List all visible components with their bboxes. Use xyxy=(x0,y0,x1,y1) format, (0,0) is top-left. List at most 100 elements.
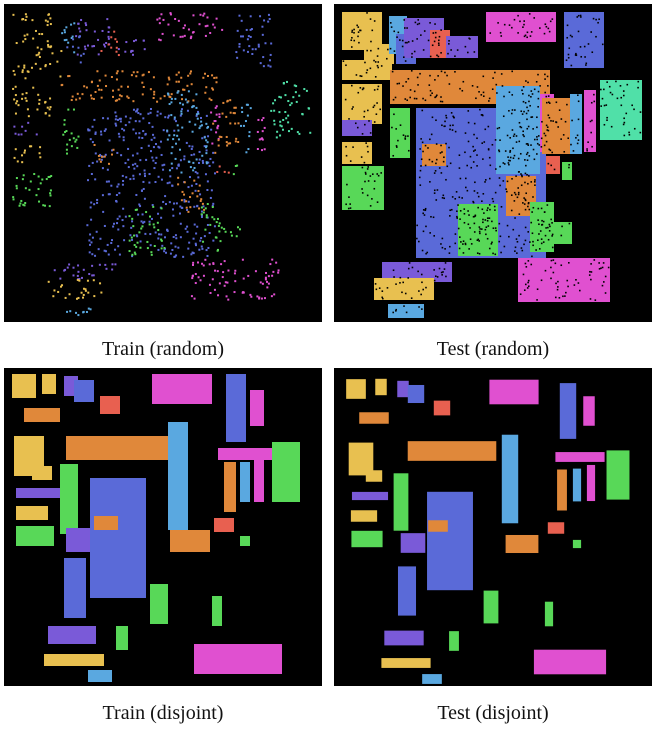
sample-hole xyxy=(592,17,595,20)
sample-pixel xyxy=(38,55,41,58)
sample-hole xyxy=(405,311,408,314)
sample-pixel xyxy=(209,157,212,160)
sample-hole xyxy=(476,252,479,254)
sample-pixel xyxy=(21,178,24,181)
sample-hole xyxy=(590,31,592,33)
sample-pixel xyxy=(305,89,308,92)
sample-pixel xyxy=(204,34,207,37)
sample-hole xyxy=(491,143,494,146)
sample-hole xyxy=(445,178,447,181)
sample-hole xyxy=(510,194,513,196)
sample-hole xyxy=(527,182,529,185)
sample-pixel xyxy=(139,240,142,243)
sample-hole xyxy=(506,180,509,183)
sample-pixel xyxy=(265,280,268,283)
sample-hole xyxy=(449,162,452,165)
sample-hole xyxy=(520,173,522,175)
sample-pixel xyxy=(136,109,139,112)
sample-hole xyxy=(550,259,553,262)
sample-pixel xyxy=(212,161,215,164)
sample-pixel xyxy=(195,232,198,235)
sample-hole xyxy=(531,211,533,213)
sample-pixel xyxy=(179,35,182,38)
sample-pixel xyxy=(94,178,97,181)
sample-hole xyxy=(472,201,475,204)
sample-hole xyxy=(438,39,440,42)
sample-pixel xyxy=(44,65,47,68)
sample-pixel xyxy=(206,24,209,27)
sample-hole xyxy=(528,175,530,177)
sample-hole xyxy=(502,115,505,118)
sample-hole xyxy=(429,138,431,141)
sample-pixel xyxy=(185,141,188,144)
sample-hole xyxy=(456,215,458,218)
sample-pixel xyxy=(267,64,270,67)
sample-hole xyxy=(452,124,454,127)
sample-hole xyxy=(442,160,445,163)
sample-hole xyxy=(522,86,525,88)
sample-hole xyxy=(606,116,608,119)
sample-pixel xyxy=(236,226,239,229)
sample-pixel xyxy=(143,220,146,223)
sample-hole xyxy=(496,127,499,130)
sample-hole xyxy=(463,212,466,215)
sample-pixel xyxy=(130,236,133,239)
sample-hole xyxy=(364,61,366,64)
sample-pixel xyxy=(169,252,172,255)
sample-hole xyxy=(541,219,543,222)
sample-pixel xyxy=(198,150,201,153)
sample-hole xyxy=(391,70,394,73)
sample-hole xyxy=(537,97,540,100)
sample-hole xyxy=(551,151,553,154)
sample-pixel xyxy=(221,112,224,115)
sample-hole xyxy=(345,64,347,67)
sample-hole xyxy=(606,119,608,122)
sample-pixel xyxy=(160,238,163,241)
sample-hole xyxy=(371,29,374,32)
sample-pixel xyxy=(186,84,189,87)
sample-pixel xyxy=(41,178,44,181)
sample-pixel xyxy=(175,167,178,170)
sample-pixel xyxy=(155,156,158,159)
sample-pixel xyxy=(181,206,184,209)
sample-pixel xyxy=(205,122,208,125)
sample-hole xyxy=(610,125,613,128)
sample-pixel xyxy=(180,112,183,115)
sample-hole xyxy=(556,288,559,291)
sample-hole xyxy=(521,249,524,252)
sample-pixel xyxy=(203,72,206,75)
sample-hole xyxy=(377,174,380,177)
sample-pixel xyxy=(257,43,260,46)
sample-hole xyxy=(394,96,397,99)
sample-pixel xyxy=(207,246,210,249)
sample-pixel xyxy=(103,224,106,227)
sample-pixel xyxy=(115,50,118,53)
sample-hole xyxy=(487,207,489,209)
sample-pixel xyxy=(168,201,171,204)
sample-hole xyxy=(366,12,368,14)
sample-hole xyxy=(474,149,476,151)
sample-pixel xyxy=(152,97,155,100)
sample-hole xyxy=(401,45,404,48)
class-region xyxy=(100,396,120,414)
sample-pixel xyxy=(76,92,79,95)
sample-hole xyxy=(539,27,541,29)
sample-hole xyxy=(589,120,592,123)
sample-pixel xyxy=(29,180,32,183)
sample-hole xyxy=(530,221,533,224)
sample-hole xyxy=(477,195,480,198)
sample-pixel xyxy=(187,186,190,189)
sample-hole xyxy=(442,194,445,197)
sample-hole xyxy=(550,218,552,221)
sample-pixel xyxy=(274,99,277,102)
sample-pixel xyxy=(246,38,249,41)
sample-pixel xyxy=(119,120,122,123)
sample-hole xyxy=(420,293,422,296)
sample-hole xyxy=(410,297,413,299)
sample-hole xyxy=(375,288,378,291)
sample-pixel xyxy=(78,27,81,30)
sample-pixel xyxy=(17,104,20,107)
sample-hole xyxy=(567,285,569,288)
sample-hole xyxy=(551,233,554,236)
sample-pixel xyxy=(59,277,62,280)
